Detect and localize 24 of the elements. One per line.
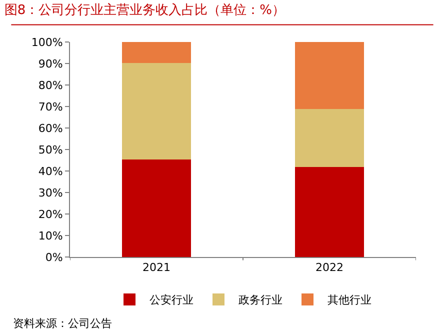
legend-label: 其他行业 bbox=[328, 294, 372, 307]
y-tick-label: 100% bbox=[31, 36, 63, 49]
bar bbox=[294, 109, 364, 167]
y-tick-label: 0% bbox=[45, 250, 63, 264]
x-tick-label: 2022 bbox=[316, 261, 344, 274]
legend-label: 公安行业 bbox=[150, 294, 194, 307]
legend-label: 政务行业 bbox=[238, 294, 282, 307]
bar bbox=[122, 160, 192, 257]
y-tick-label: 50% bbox=[38, 143, 63, 156]
y-tick-label: 60% bbox=[38, 122, 63, 135]
y-tick-label: 70% bbox=[38, 100, 63, 114]
bar bbox=[294, 166, 364, 257]
bar bbox=[294, 42, 364, 110]
y-tick-label: 80% bbox=[38, 78, 63, 92]
bar bbox=[122, 63, 192, 160]
y-tick-label: 30% bbox=[38, 186, 63, 200]
text: 资料来源：公司公告 bbox=[13, 317, 112, 330]
y-tick-label: 40% bbox=[38, 164, 63, 178]
y-tick-label: 10% bbox=[38, 229, 63, 242]
bar bbox=[122, 42, 192, 64]
y-tick-label: 20% bbox=[38, 208, 63, 221]
y-tick-label: 90% bbox=[38, 57, 63, 70]
x-tick-label: 2021 bbox=[142, 261, 170, 274]
chart-title: 图8：公司分行业主营业务收入占比（单位：%） bbox=[4, 2, 285, 18]
